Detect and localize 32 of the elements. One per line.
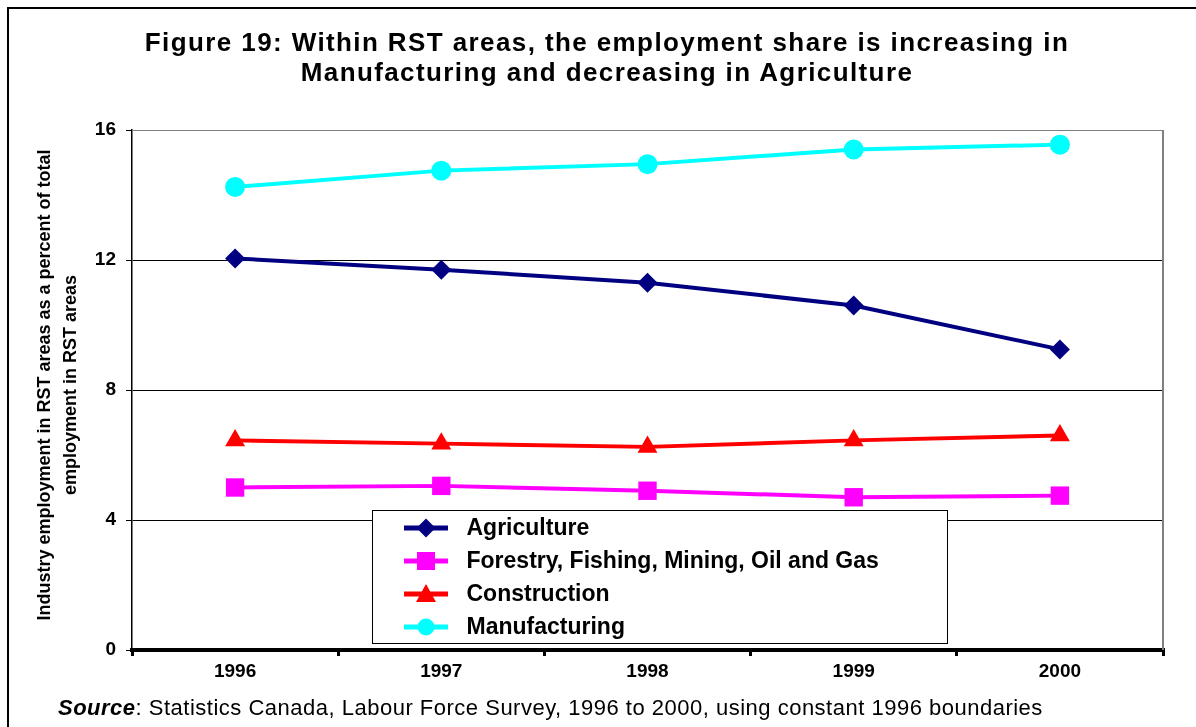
legend-label: Agriculture — [466, 514, 590, 541]
legend-label: Construction — [466, 580, 610, 607]
y-tick-label: 4 — [105, 508, 117, 530]
point — [225, 248, 246, 269]
y-tick-label: 0 — [105, 638, 116, 660]
point — [432, 476, 451, 496]
legend-label: Forestry, Fishing, Mining, Oil and Gas — [466, 547, 879, 574]
point — [638, 481, 657, 500]
legend-label: Manufacturing — [466, 613, 625, 640]
x-tick-label: 1996 — [213, 659, 257, 681]
point — [637, 272, 658, 293]
x-tick-label: 1997 — [420, 659, 463, 681]
point — [431, 160, 452, 181]
point — [225, 478, 245, 497]
point — [431, 259, 452, 280]
source-note: Source: Statistics Canada, Labour Force Survey, 1996 to 2000, using constant 1996 boundaries — [58, 695, 1043, 720]
x-tick-label: 2000 — [1038, 659, 1082, 681]
point — [225, 176, 246, 197]
y-tick-label: 8 — [105, 378, 116, 400]
point — [1050, 486, 1070, 505]
point — [1049, 339, 1070, 360]
point — [843, 139, 864, 160]
point — [844, 488, 863, 507]
point — [1049, 134, 1070, 155]
point — [637, 154, 658, 175]
y-tick-label: 12 — [94, 248, 116, 270]
chart-title: Figure 19: Within RST areas, the employment share is increasing in Manufacturing and decreasing in Agriculture — [143, 27, 1071, 87]
x-tick-label: 1999 — [832, 659, 875, 681]
y-axis-title: Industry employment in RST areas as a percent of total employment in RST areas — [33, 148, 81, 623]
y-tick-label: 16 — [94, 118, 116, 140]
point — [843, 295, 864, 316]
x-tick-label: 1998 — [626, 659, 669, 681]
